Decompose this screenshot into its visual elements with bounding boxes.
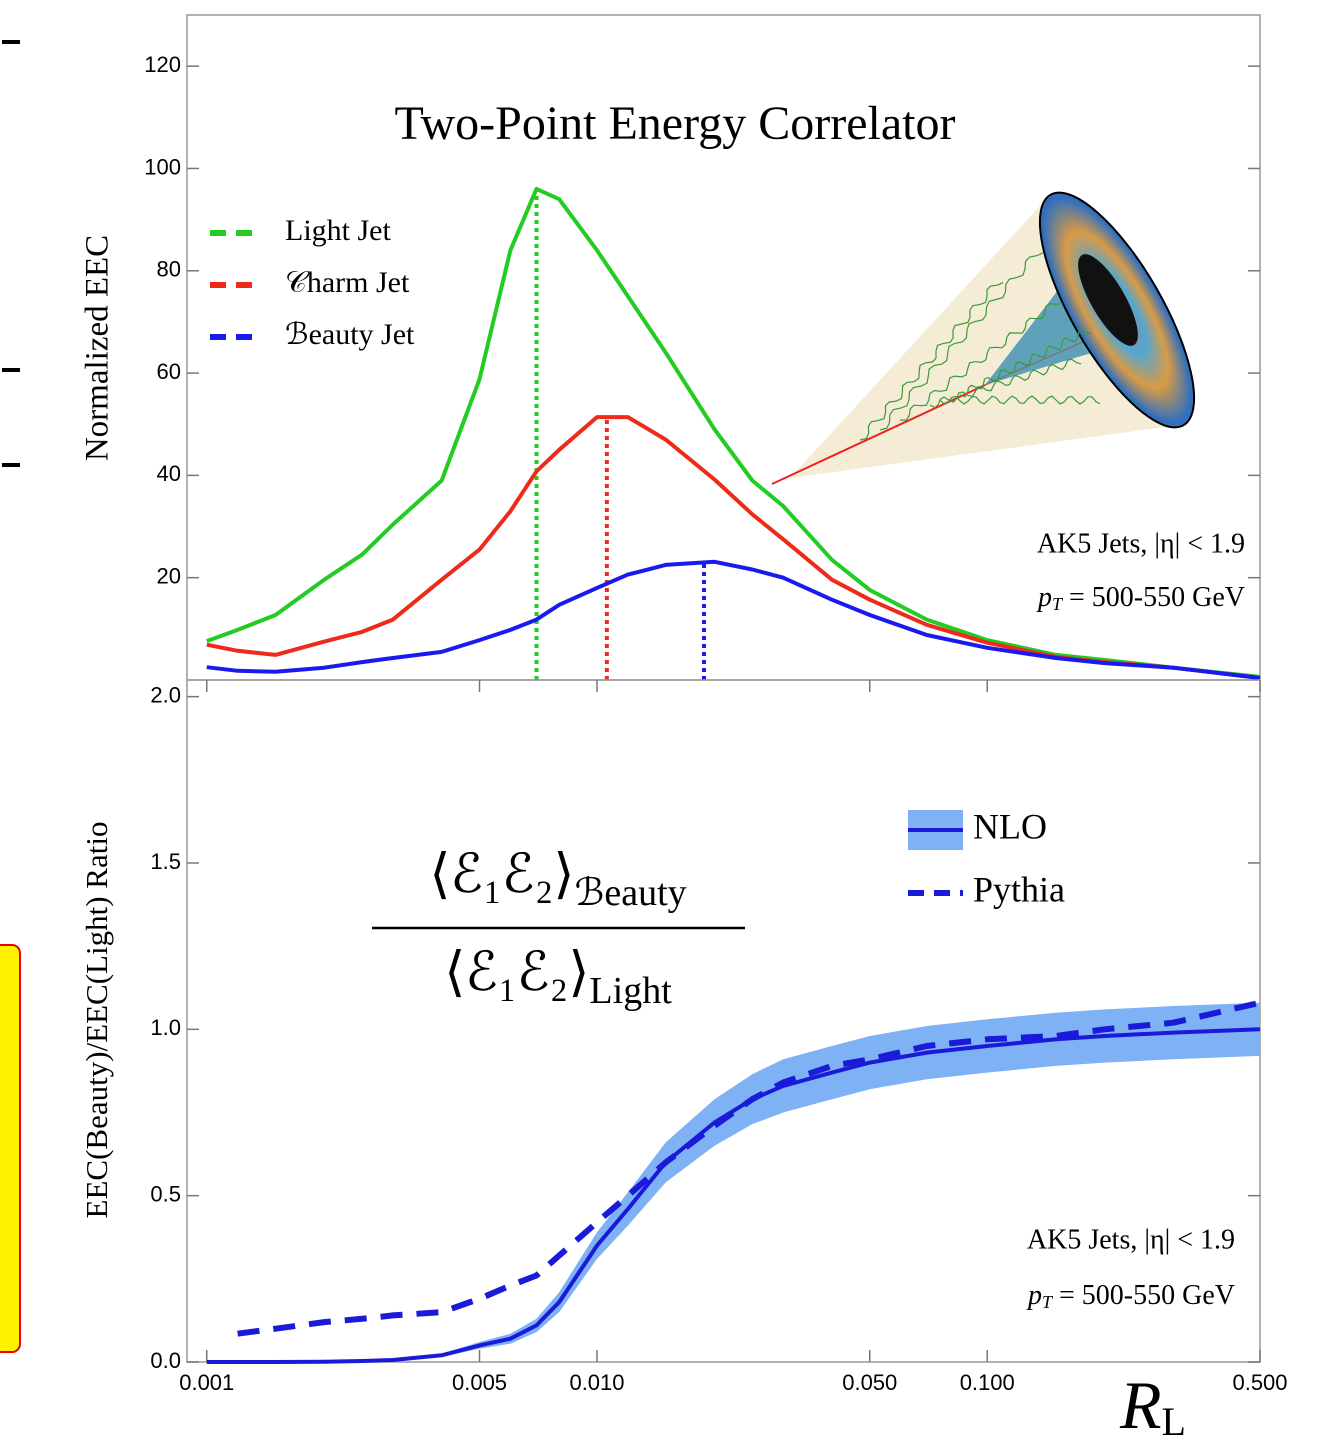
y-tick-label: 20 [157, 564, 181, 589]
gluon [939, 395, 1101, 405]
annotation: pT = 500-550 GeV [1036, 582, 1245, 614]
x-axis-label-main: R [1119, 1367, 1162, 1443]
y-tick-label: 120 [144, 52, 181, 77]
x-tick-label: 0.010 [569, 1370, 624, 1395]
formula-part: ⟨ℰ₁ℰ₂⟩ [444, 942, 589, 1002]
annotation-part: = 500-550 GeV [1052, 1280, 1235, 1311]
x-tick-label: 0.005 [452, 1370, 507, 1395]
annotation-part: = 500-550 GeV [1062, 582, 1245, 613]
x-tick-label: 0.050 [842, 1370, 897, 1395]
gluon [879, 252, 1044, 431]
y-tick-label: 0.5 [150, 1181, 181, 1206]
jet-cone-illustration [771, 191, 1196, 485]
legend-label: Light Jet [285, 214, 391, 247]
y-tick-label: 40 [157, 461, 181, 486]
formula-denominator: ⟨ℰ₁ℰ₂⟩Light [444, 942, 672, 1011]
legend-label: NLO [973, 806, 1047, 846]
annotation-part: p [1036, 582, 1052, 613]
formula-numerator: ⟨ℰ₁ℰ₂⟩ℬeauty [429, 844, 686, 913]
chart-title: Two-Point Energy Correlator [395, 97, 956, 150]
data-line [206, 1027, 1261, 1364]
x-tick-label: 0.100 [960, 1370, 1015, 1395]
y-tick-label: 60 [157, 359, 181, 384]
annotation: pT = 500-550 GeV [1026, 1280, 1235, 1312]
x-tick-label: 0.500 [1232, 1370, 1287, 1395]
y-tick-label: 1.5 [150, 849, 181, 874]
annotation: AK5 Jets, |η| < 1.9 [1027, 1224, 1235, 1255]
data-line [206, 559, 1261, 680]
gluon [929, 358, 1082, 409]
annotation: AK5 Jets, |η| < 1.9 [1037, 528, 1245, 559]
x-axis-label: RL [1119, 1367, 1186, 1445]
uncertainty-band [206, 1002, 1260, 1362]
annotation-part: T [1042, 1292, 1054, 1312]
gluon [959, 329, 1092, 398]
formula-part: ℬeauty [575, 872, 687, 914]
annotation-part: p [1026, 1280, 1042, 1311]
data-line [206, 415, 1261, 680]
formula-part: ⟨ℰ₁ℰ₂⟩ [429, 844, 574, 904]
legend-label: Pythia [973, 869, 1065, 909]
side-box [0, 944, 21, 1353]
legend-label: ℬeauty Jet [285, 318, 415, 351]
y-tick-label: 100 [144, 154, 181, 179]
data-line [206, 186, 1261, 679]
annotation-part: T [1052, 594, 1064, 614]
x-tick-label: 0.001 [179, 1370, 234, 1395]
y-tick-label: 1.0 [150, 1015, 181, 1040]
y-tick-label: 0.0 [150, 1348, 181, 1373]
data-line [237, 999, 1261, 1337]
y-axis-label: EEC(Beauty)/EEC(Light) Ratio [79, 822, 114, 1219]
formula-part: Light [589, 970, 672, 1012]
y-tick-label: 80 [157, 257, 181, 282]
y-axis-label: Normalized EEC [80, 235, 116, 461]
y-tick-label: 2.0 [150, 682, 181, 707]
legend-label: 𝒞harm Jet [285, 266, 410, 299]
gluon [899, 302, 1063, 421]
x-axis-label-sub: L [1162, 1399, 1186, 1444]
gluon [859, 282, 1004, 441]
